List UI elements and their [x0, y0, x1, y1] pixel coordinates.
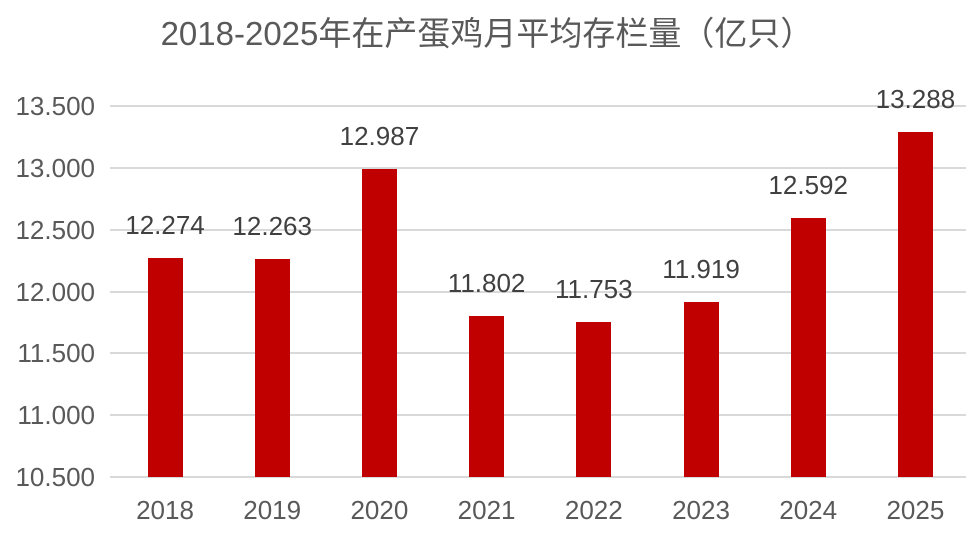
x-axis-tick-label: 2018 [136, 495, 194, 525]
bar-value-label: 13.288 [875, 84, 956, 115]
chart-title: 2018-2025年在产蛋鸡月平均存栏量（亿只） [160, 15, 814, 52]
gridline [110, 105, 966, 107]
gridline [110, 290, 966, 293]
bar-2019 [254, 258, 290, 477]
x-axis-tick-label: 2023 [672, 495, 730, 525]
y-axis-tick-label: 11.000 [17, 400, 95, 431]
x-axis-tick-label: 2020 [350, 495, 409, 525]
gridline [110, 352, 966, 355]
x-axis-tick-label: 2019 [243, 495, 302, 525]
gridline [110, 414, 966, 417]
bar-value-label: 11.919 [662, 253, 740, 284]
bar-2024 [790, 218, 826, 477]
bar-2025 [897, 132, 933, 477]
y-axis-tick-label: 12.000 [15, 276, 95, 307]
x-axis-tick-label: 2024 [779, 495, 838, 525]
y-axis-tick-label: 11.500 [17, 338, 95, 369]
y-axis-tick-label: 13.000 [15, 152, 95, 183]
bar-value-label: 12.592 [768, 170, 848, 201]
bar-2021 [469, 315, 505, 477]
x-axis-tick-label: 2025 [886, 495, 945, 525]
bar-value-label: 11.753 [555, 274, 633, 305]
y-axis-tick-label: 10.500 [15, 462, 95, 492]
bar-2020 [361, 169, 397, 477]
bar-value-label: 11.802 [447, 267, 526, 298]
gridline [110, 228, 966, 231]
bar-2023 [683, 301, 719, 477]
x-axis-tick-label: 2022 [564, 495, 623, 525]
bar-value-label: 12.274 [125, 209, 205, 240]
gridline [110, 166, 966, 169]
y-axis-tick-label: 12.500 [15, 214, 95, 245]
bar-value-label: 12.263 [232, 210, 312, 241]
bar-2022 [576, 322, 612, 477]
x-axis-tick-label: 2021 [457, 495, 516, 525]
bar-value-label: 12.987 [339, 121, 420, 152]
gridline [110, 476, 966, 478]
y-axis-tick-label: 13.500 [15, 91, 95, 121]
bar-2018 [147, 257, 183, 477]
